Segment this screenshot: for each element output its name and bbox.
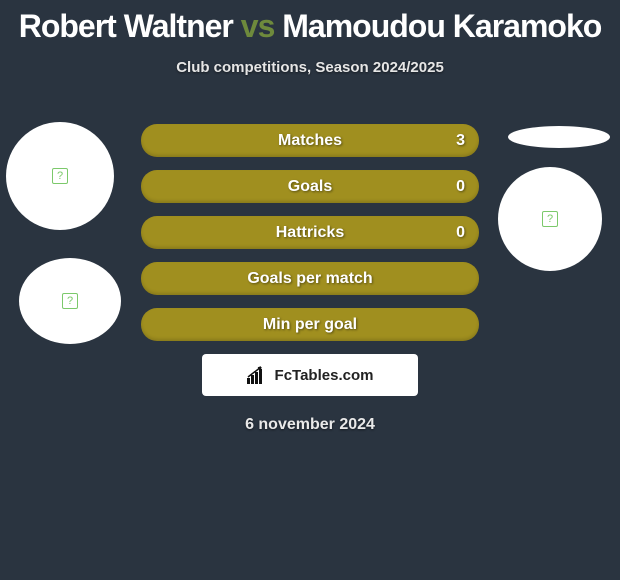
stat-label: Goals (288, 178, 332, 196)
date-label: 6 november 2024 (0, 416, 620, 434)
subtitle: Club competitions, Season 2024/2025 (0, 59, 620, 76)
player1-club-placeholder: ? (19, 258, 121, 344)
stat-label: Hattricks (276, 224, 344, 242)
stat-label: Matches (278, 132, 342, 150)
player1-photo-placeholder: ? (6, 122, 114, 230)
player2-name: Mamoudou Karamoko (282, 8, 601, 44)
stat-right: 0 (456, 224, 465, 242)
source-badge[interactable]: FcTables.com (202, 354, 418, 396)
stat-row-gpm: Goals per match (141, 262, 479, 295)
player2-photo-placeholder: ? (498, 167, 602, 271)
player2-oval-placeholder (508, 126, 610, 148)
missing-image-icon: ? (62, 293, 78, 309)
source-badge-text: FcTables.com (275, 367, 374, 384)
stat-row-goals: Goals 0 (141, 170, 479, 203)
missing-image-icon: ? (52, 168, 68, 184)
page-title: Robert Waltner vs Mamoudou Karamoko (0, 0, 620, 45)
stats-table: Matches 3 Goals 0 Hattricks 0 Goals per … (141, 124, 479, 341)
stat-label: Min per goal (263, 316, 357, 334)
missing-image-icon: ? (542, 211, 558, 227)
stat-row-mpg: Min per goal (141, 308, 479, 341)
stat-row-hattricks: Hattricks 0 (141, 216, 479, 249)
stat-right: 3 (456, 132, 465, 150)
chart-icon (247, 366, 269, 384)
stat-right: 0 (456, 178, 465, 196)
stat-row-matches: Matches 3 (141, 124, 479, 157)
stat-label: Goals per match (247, 270, 372, 288)
player1-name: Robert Waltner (19, 8, 233, 44)
vs-separator: vs (241, 8, 275, 44)
